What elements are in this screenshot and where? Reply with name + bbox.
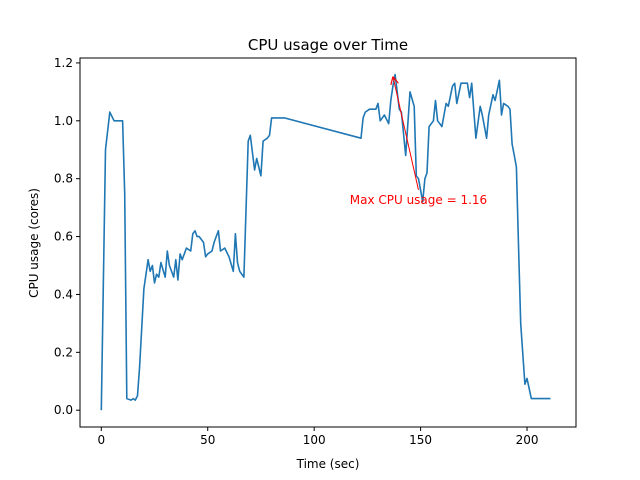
y-tick-label: 1.0	[54, 114, 73, 128]
y-tick-label: 1.2	[54, 56, 73, 70]
max-cpu-annotation-label: Max CPU usage = 1.16	[350, 193, 487, 207]
x-tick-label: 50	[200, 433, 215, 447]
x-tick-label: 200	[516, 433, 539, 447]
max-cpu-annotation-arrow	[393, 76, 419, 190]
x-axis-label: Time (sec)	[296, 457, 360, 471]
chart-title: CPU usage over Time	[248, 36, 408, 54]
x-tick-label: 150	[409, 433, 432, 447]
y-tick-label: 0.8	[54, 172, 73, 186]
cpu-usage-series-line	[100, 73, 551, 411]
y-axis-ticks: 0.0 0.2 0.4 0.6 0.8 1.0 1.2	[54, 56, 80, 417]
x-axis-ticks: 0 50 100 150 200	[97, 427, 538, 447]
y-tick-label: 0.0	[54, 403, 73, 417]
y-axis-label: CPU usage (cores)	[27, 188, 41, 298]
y-tick-label: 0.6	[54, 230, 73, 244]
plot-frame	[79, 57, 577, 428]
y-tick-label: 0.2	[54, 345, 73, 359]
y-tick-label: 0.4	[54, 287, 73, 301]
x-tick-label: 100	[303, 433, 326, 447]
x-tick-label: 0	[97, 433, 105, 447]
